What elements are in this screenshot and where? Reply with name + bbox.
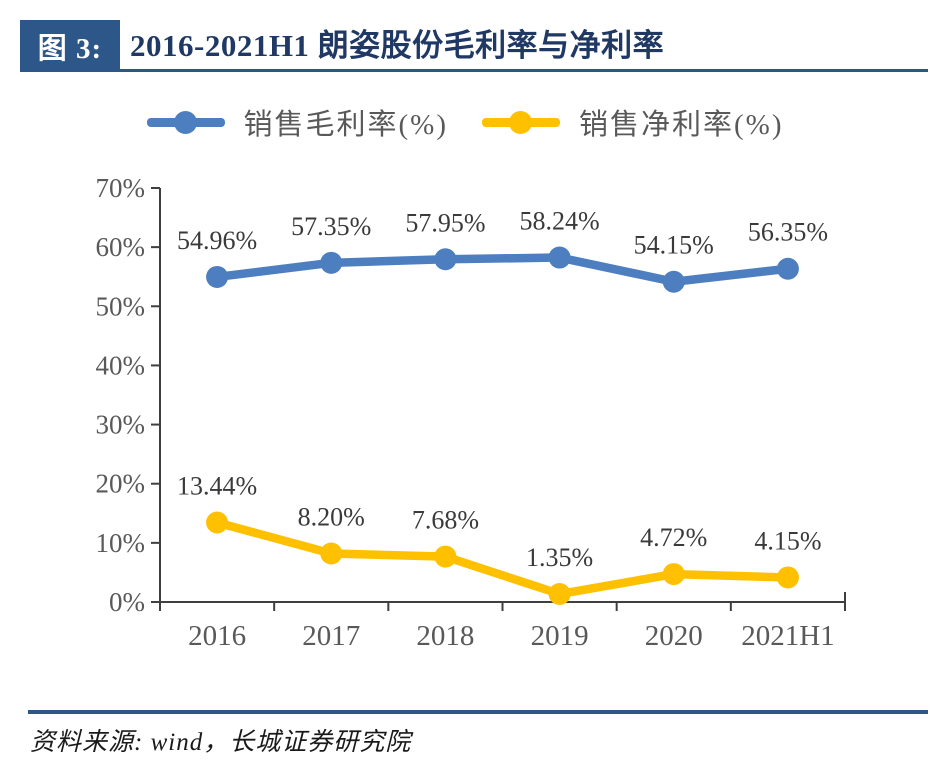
series-line [212, 518, 793, 599]
source-note: 资料来源: wind，长城证券研究院 [30, 729, 412, 756]
y-tick-label: 10% [96, 528, 146, 558]
y-tick-label: 30% [96, 410, 146, 440]
chart-legend: 销售毛利率(%) 销售净利率(%) [0, 99, 930, 145]
title-underline [120, 69, 928, 72]
legend-item-net-margin: 销售净利率(%) [482, 101, 783, 143]
data-label: 56.35% [748, 218, 828, 247]
data-label: 4.72% [640, 523, 707, 552]
data-point [320, 542, 343, 565]
data-point [548, 246, 571, 269]
y-tick-label: 20% [96, 469, 146, 499]
series-line [212, 253, 793, 286]
x-category-label: 2018 [416, 620, 474, 652]
x-category-label: 2020 [645, 620, 703, 652]
y-tick-label: 50% [96, 291, 146, 321]
data-label: 8.20% [298, 503, 365, 532]
y-tick-label: 70% [96, 173, 146, 203]
data-label: 1.35% [526, 543, 593, 572]
y-tick-label: 0% [109, 587, 145, 617]
data-point [434, 248, 457, 271]
data-label: 54.96% [177, 226, 257, 255]
data-label: 58.24% [519, 207, 599, 236]
data-label: 57.35% [291, 212, 371, 241]
line-marker-icon [146, 110, 225, 134]
legend-label-gross-margin: 销售毛利率(%) [243, 109, 448, 141]
data-label: 57.95% [405, 208, 485, 237]
data-point [434, 545, 457, 568]
data-point [206, 511, 229, 534]
y-tick-label: 40% [96, 350, 146, 380]
data-point [320, 251, 343, 274]
data-point [776, 566, 799, 589]
data-label: 7.68% [412, 506, 479, 535]
y-tick-label: 60% [96, 232, 146, 262]
legend-item-gross-margin: 销售毛利率(%) [146, 101, 448, 143]
data-point [776, 257, 799, 280]
legend-label-net-margin: 销售净利率(%) [579, 109, 784, 141]
x-category-label: 2019 [531, 620, 589, 652]
figure-badge: 图 3: [20, 20, 120, 72]
x-category-label: 2016 [188, 620, 246, 652]
data-label: 4.15% [754, 526, 821, 555]
x-category-label: 2021H1 [741, 620, 834, 652]
x-category-label: 2017 [302, 620, 360, 652]
footer-divider [28, 710, 928, 714]
data-point [662, 563, 685, 586]
data-point [662, 270, 685, 293]
line-marker-icon [482, 110, 560, 134]
data-label: 54.15% [634, 231, 714, 260]
figure-title: 2016-2021H1 朗姿股份毛利率与净利率 [130, 28, 665, 63]
data-point [206, 265, 229, 288]
data-label: 13.44% [177, 472, 257, 501]
data-point [548, 583, 571, 606]
